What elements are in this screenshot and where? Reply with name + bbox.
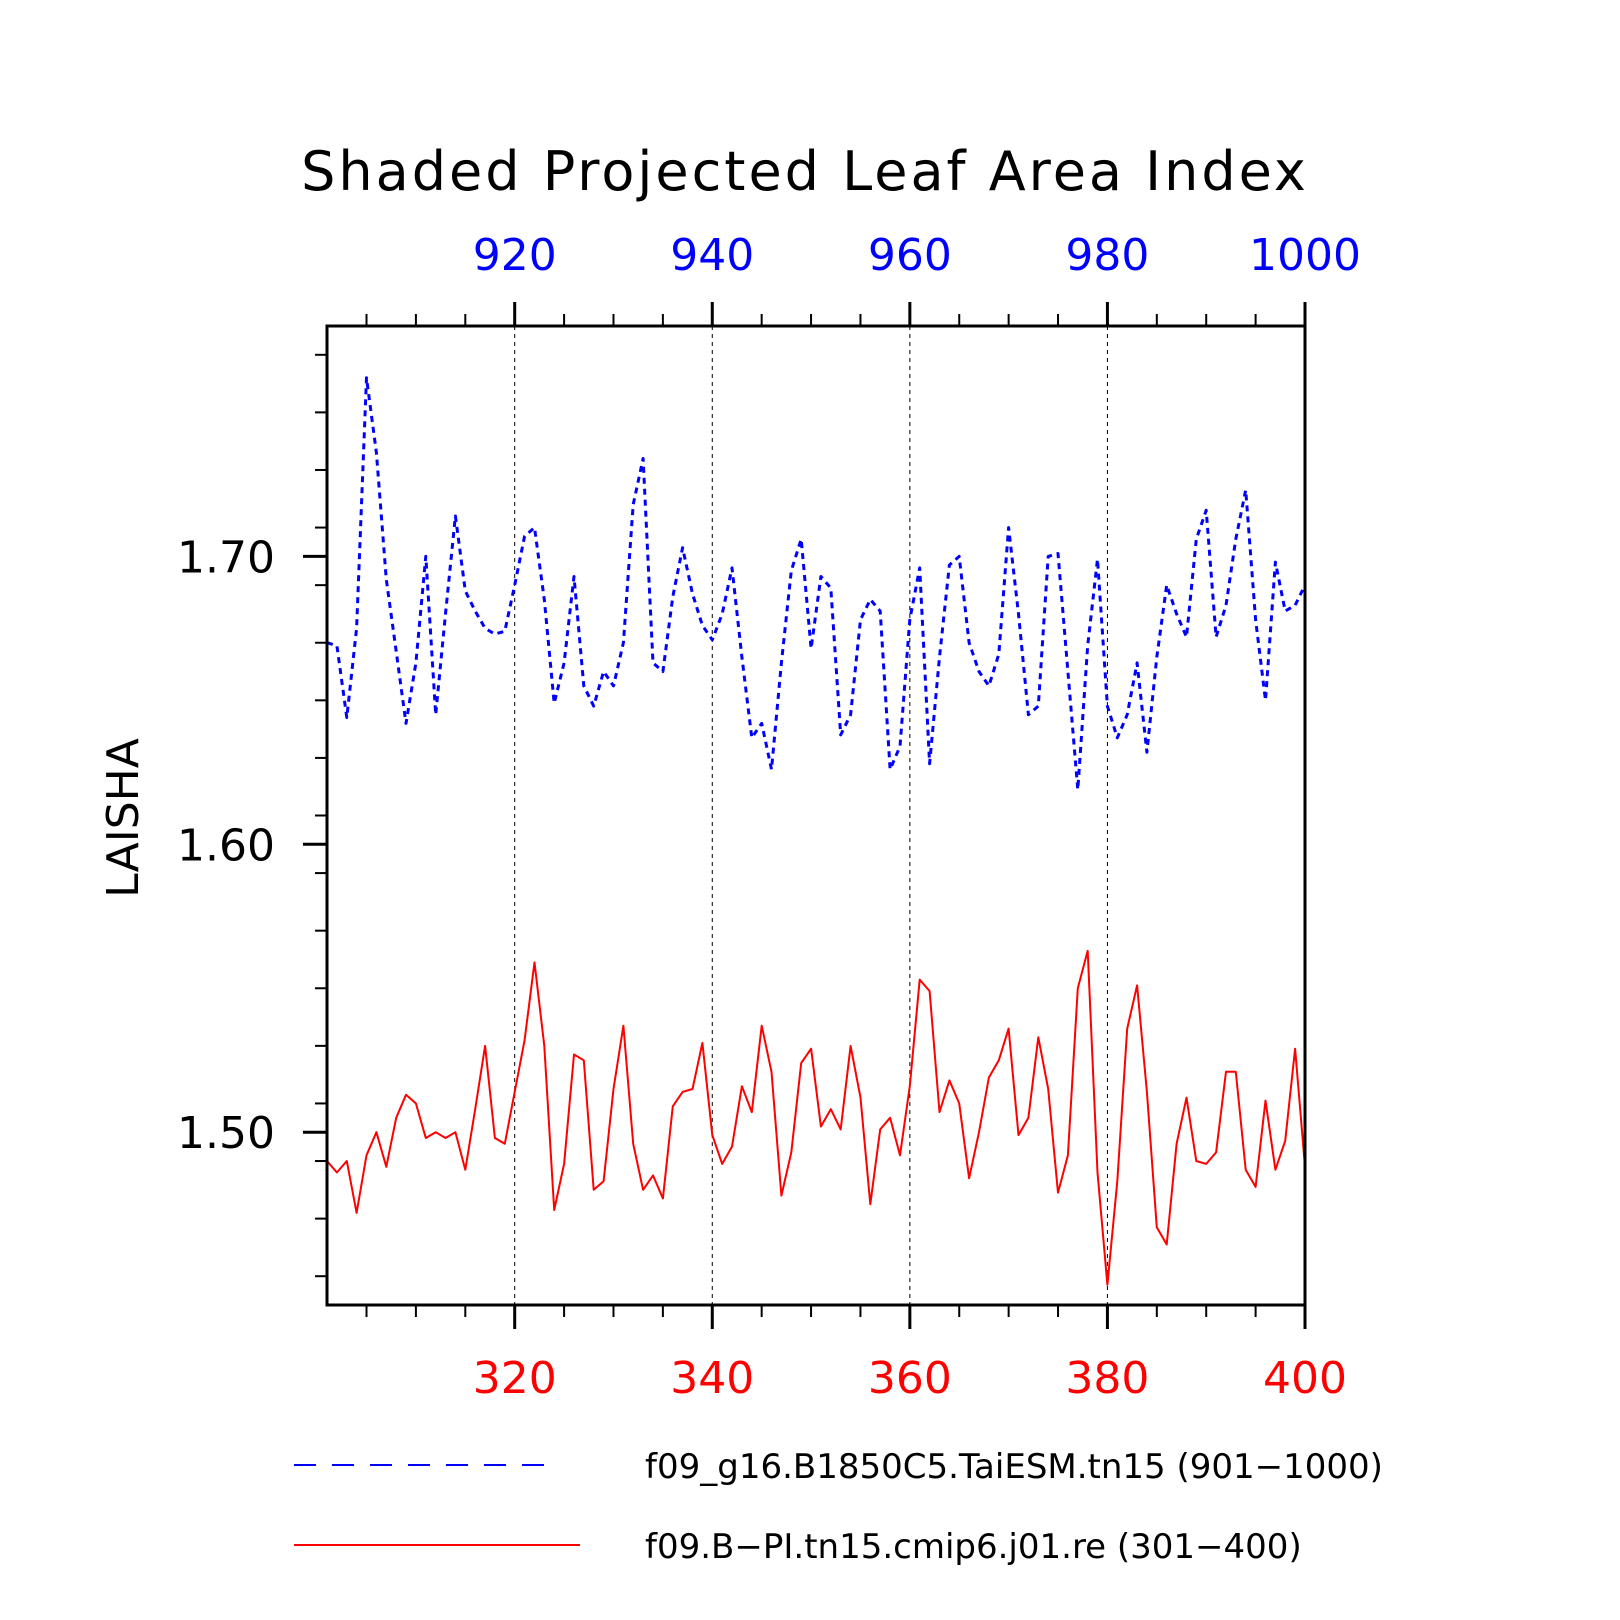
axis-tick-labels: 1.50 1.60 1.70 320 340 360 380 400 920 940 960 980 1… — [177, 230, 1361, 1404]
x-top-tick-label: 960 — [868, 230, 952, 281]
chart-title: Shaded Projected Leaf Area Index — [301, 140, 1309, 203]
plot-frame — [325, 324, 1307, 1307]
legend-label: f09_g16.B1850C5.TaiESM.tn15 (901−1000) — [645, 1447, 1383, 1487]
y-tick-label: 1.50 — [177, 1108, 275, 1159]
x-top-tick-label: 980 — [1065, 230, 1149, 281]
legend-label: f09.B−PI.tn15.cmip6.j01.re (301−400) — [645, 1527, 1302, 1567]
plot-series — [326, 376, 1307, 1286]
axis-ticks — [303, 302, 1307, 1329]
x-bottom-tick-label: 320 — [473, 1353, 557, 1404]
x-bottom-tick-label: 340 — [670, 1353, 754, 1404]
legend: f09_g16.B1850C5.TaiESM.tn15 (901−1000) f0… — [294, 1447, 1383, 1567]
y-axis-label: LAISHA — [98, 738, 149, 898]
series-line-blue-dashed — [326, 376, 1307, 792]
vertical-grid-lines — [514, 326, 1108, 1305]
x-bottom-tick-label: 360 — [868, 1353, 952, 1404]
x-top-tick-label: 920 — [473, 230, 557, 281]
x-top-tick-label: 940 — [670, 230, 754, 281]
x-bottom-tick-label: 400 — [1263, 1353, 1347, 1404]
x-bottom-tick-label: 380 — [1065, 1353, 1149, 1404]
y-tick-label: 1.70 — [177, 532, 275, 583]
series-line-red-solid — [326, 949, 1306, 1286]
y-tick-label: 1.60 — [177, 820, 275, 871]
x-top-tick-label: 1000 — [1249, 230, 1361, 281]
